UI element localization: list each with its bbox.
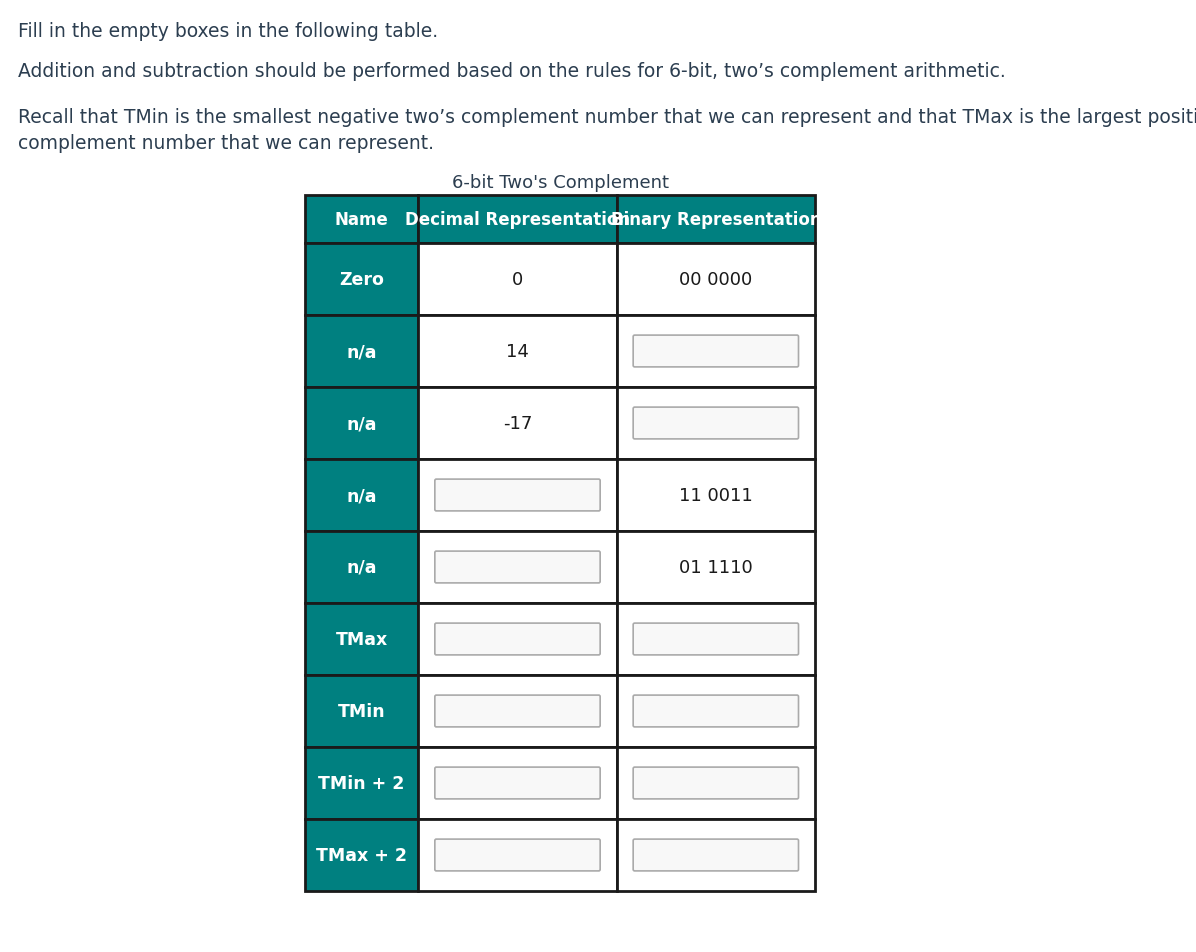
Bar	[617, 747, 814, 819]
Text: Zero: Zero	[340, 270, 384, 288]
Text: Fill in the empty boxes in the following table.: Fill in the empty boxes in the following…	[18, 22, 438, 41]
Text: 14: 14	[506, 343, 529, 361]
Text: 6-bit Two's Complement: 6-bit Two's Complement	[452, 174, 669, 191]
FancyBboxPatch shape	[435, 551, 600, 584]
Text: n/a: n/a	[347, 343, 377, 361]
Text: n/a: n/a	[347, 414, 377, 432]
Text: complement number that we can represent.: complement number that we can represent.	[18, 134, 434, 153]
Bar	[305, 387, 419, 460]
Bar	[617, 196, 814, 244]
FancyBboxPatch shape	[435, 840, 600, 871]
Text: 0: 0	[512, 270, 523, 288]
FancyBboxPatch shape	[633, 767, 799, 799]
Bar	[617, 675, 814, 747]
Text: TMax + 2: TMax + 2	[316, 846, 407, 864]
Bar	[419, 604, 617, 675]
Bar	[419, 819, 617, 891]
FancyBboxPatch shape	[633, 336, 799, 367]
Bar	[419, 747, 617, 819]
Bar	[419, 244, 617, 316]
Text: Name: Name	[335, 210, 389, 228]
Bar	[305, 316, 419, 387]
FancyBboxPatch shape	[435, 767, 600, 799]
Bar	[617, 531, 814, 604]
Text: n/a: n/a	[347, 559, 377, 576]
Bar	[617, 460, 814, 531]
Bar	[617, 604, 814, 675]
FancyBboxPatch shape	[633, 407, 799, 440]
Text: Decimal Representation: Decimal Representation	[405, 210, 630, 228]
Bar	[419, 196, 617, 244]
FancyBboxPatch shape	[633, 695, 799, 727]
Bar	[617, 819, 814, 891]
Bar	[305, 460, 419, 531]
Bar	[305, 747, 419, 819]
Text: -17: -17	[502, 414, 532, 432]
Text: 11 0011: 11 0011	[679, 486, 752, 505]
Bar	[617, 244, 814, 316]
Text: n/a: n/a	[347, 486, 377, 505]
Bar	[419, 387, 617, 460]
Text: TMax: TMax	[336, 630, 388, 648]
FancyBboxPatch shape	[435, 480, 600, 511]
Bar	[419, 316, 617, 387]
Text: TMin + 2: TMin + 2	[318, 774, 405, 792]
Text: Binary Representation: Binary Representation	[610, 210, 822, 228]
FancyBboxPatch shape	[435, 695, 600, 727]
Text: 00 0000: 00 0000	[679, 270, 752, 288]
Text: 01 1110: 01 1110	[679, 559, 752, 576]
Bar	[305, 244, 419, 316]
Bar	[305, 531, 419, 604]
Bar	[305, 819, 419, 891]
Text: Addition and subtraction should be performed based on the rules for 6-bit, two’s: Addition and subtraction should be perfo…	[18, 62, 1006, 81]
Bar	[617, 316, 814, 387]
FancyBboxPatch shape	[435, 624, 600, 655]
Text: Recall that TMin is the smallest negative two’s complement number that we can re: Recall that TMin is the smallest negativ…	[18, 108, 1196, 127]
FancyBboxPatch shape	[633, 624, 799, 655]
Bar	[419, 531, 617, 604]
Bar	[617, 387, 814, 460]
Text: TMin: TMin	[337, 703, 385, 721]
Bar	[419, 460, 617, 531]
Bar	[305, 196, 419, 244]
FancyBboxPatch shape	[633, 840, 799, 871]
Bar	[305, 675, 419, 747]
Bar	[305, 604, 419, 675]
Bar	[419, 675, 617, 747]
